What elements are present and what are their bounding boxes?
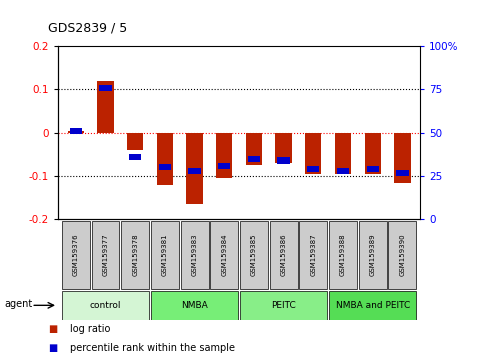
- Bar: [216, 133, 232, 178]
- Bar: [186, 133, 203, 204]
- Bar: [129, 154, 142, 160]
- Bar: [62, 221, 90, 289]
- Text: GSM159389: GSM159389: [369, 234, 376, 276]
- Bar: [151, 291, 238, 320]
- Text: GSM159381: GSM159381: [162, 234, 168, 276]
- Text: ■: ■: [48, 343, 57, 353]
- Bar: [210, 221, 238, 289]
- Bar: [240, 291, 327, 320]
- Bar: [388, 221, 416, 289]
- Bar: [305, 133, 322, 174]
- Bar: [329, 221, 357, 289]
- Bar: [156, 133, 173, 185]
- Text: ■: ■: [48, 324, 57, 334]
- Text: NMBA and PEITC: NMBA and PEITC: [336, 301, 410, 310]
- Bar: [91, 221, 119, 289]
- Bar: [359, 221, 387, 289]
- Text: GSM159385: GSM159385: [251, 234, 257, 276]
- Bar: [367, 166, 379, 172]
- Text: GDS2839 / 5: GDS2839 / 5: [48, 21, 128, 34]
- Text: GSM159376: GSM159376: [73, 234, 79, 276]
- Bar: [337, 168, 349, 174]
- Bar: [246, 133, 262, 165]
- Text: GSM159377: GSM159377: [102, 234, 109, 276]
- Text: agent: agent: [5, 298, 33, 309]
- Bar: [62, 291, 149, 320]
- Bar: [307, 166, 319, 172]
- Text: log ratio: log ratio: [70, 324, 111, 334]
- Text: GSM159390: GSM159390: [399, 234, 405, 276]
- Bar: [396, 170, 409, 176]
- Bar: [151, 221, 179, 289]
- Text: GSM159388: GSM159388: [340, 234, 346, 276]
- Text: GSM159378: GSM159378: [132, 234, 138, 276]
- Bar: [278, 158, 290, 164]
- Text: GSM159384: GSM159384: [221, 234, 227, 276]
- Bar: [335, 133, 351, 174]
- Text: GSM159387: GSM159387: [310, 234, 316, 276]
- Bar: [188, 168, 200, 174]
- Text: PEITC: PEITC: [271, 301, 296, 310]
- Text: GSM159386: GSM159386: [281, 234, 286, 276]
- Bar: [248, 156, 260, 162]
- Bar: [181, 221, 209, 289]
- Bar: [299, 221, 327, 289]
- Bar: [70, 128, 82, 134]
- Bar: [275, 133, 292, 163]
- Bar: [68, 131, 84, 133]
- Bar: [121, 221, 149, 289]
- Bar: [365, 133, 381, 174]
- Text: percentile rank within the sample: percentile rank within the sample: [70, 343, 235, 353]
- Text: NMBA: NMBA: [181, 301, 208, 310]
- Bar: [240, 221, 268, 289]
- Bar: [99, 85, 112, 91]
- Bar: [97, 81, 114, 133]
- Bar: [394, 133, 411, 183]
- Bar: [329, 291, 416, 320]
- Bar: [159, 164, 171, 171]
- Text: control: control: [90, 301, 121, 310]
- Text: GSM159383: GSM159383: [192, 234, 198, 276]
- Bar: [218, 163, 230, 169]
- Bar: [270, 221, 298, 289]
- Bar: [127, 133, 143, 150]
